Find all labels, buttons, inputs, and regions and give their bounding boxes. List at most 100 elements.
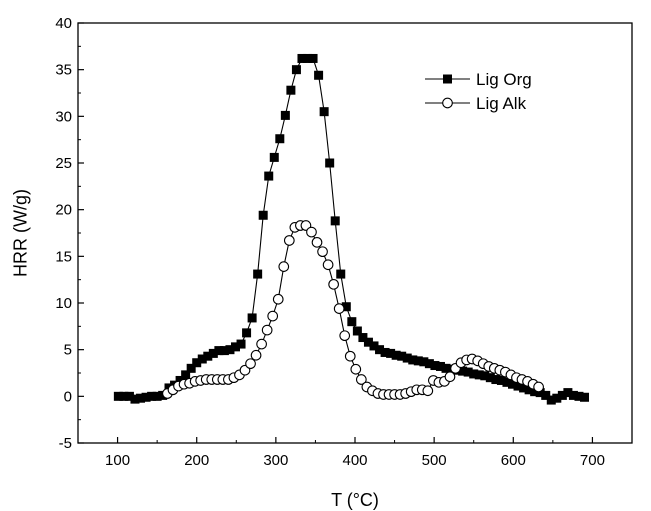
data-point-square (236, 339, 246, 349)
y-tick-label: 30 (55, 108, 72, 125)
data-point-circle (306, 226, 317, 238)
data-point-square (568, 390, 578, 400)
data-point-square (336, 269, 346, 279)
data-point-circle (267, 310, 279, 322)
data-point-square (203, 351, 213, 361)
data-point-square (269, 152, 279, 162)
data-point-square (325, 158, 335, 168)
data-point-square (419, 357, 429, 367)
data-point-square (441, 363, 451, 373)
data-point-square (347, 317, 357, 327)
data-point-square (386, 348, 396, 358)
data-point-square (397, 351, 407, 361)
data-point-square (524, 385, 534, 395)
legend-label: Lig Org (476, 70, 532, 89)
data-point-square (308, 53, 318, 63)
plot-frame (77, 22, 633, 444)
data-point-circle (444, 371, 456, 383)
x-tick-label: 500 (422, 452, 447, 469)
data-point-square (192, 358, 202, 368)
data-point-circle (422, 385, 434, 397)
data-point-square (435, 361, 445, 371)
data-point-square (546, 395, 556, 405)
y-axis-title: HRR (W/g) (10, 189, 30, 277)
data-point-square (124, 391, 134, 401)
data-point-square (574, 391, 584, 401)
data-point-square (230, 342, 240, 352)
data-point-square (208, 348, 218, 358)
data-point-square (541, 390, 551, 400)
data-point-square (147, 391, 157, 401)
plot-area: 100 200 300 400 500 600 700 -5 0 5 10 15 20 25 30 35 40 (55, 15, 633, 469)
data-point-square (507, 379, 517, 389)
data-point-square (197, 354, 207, 364)
y-tick-label: 35 (55, 62, 72, 79)
x-tick-label: 200 (184, 452, 209, 469)
y-tick-label: 5 (64, 342, 72, 359)
data-point-square (253, 269, 263, 279)
data-point-circle (328, 278, 339, 290)
data-point-square (130, 394, 140, 404)
data-point-square (491, 375, 501, 385)
data-point-square (214, 346, 224, 356)
data-point-square (485, 373, 495, 383)
data-point-square (314, 70, 324, 80)
x-tick-label: 600 (501, 452, 526, 469)
data-point-square (530, 387, 540, 397)
data-point-circle (256, 338, 267, 350)
data-point-circle (322, 259, 334, 271)
data-point-square (275, 134, 285, 144)
data-point-square (502, 377, 512, 387)
data-point-square (391, 350, 401, 360)
data-point-square (557, 390, 567, 400)
data-point-square (280, 110, 290, 120)
data-point-square (341, 302, 351, 312)
y-tick-label: 15 (55, 248, 72, 265)
data-point-square (519, 383, 529, 393)
data-point-square (424, 359, 434, 369)
data-point-square (430, 361, 440, 371)
data-point-square (186, 363, 196, 373)
series-lig-alk (162, 220, 544, 400)
data-point-square (496, 375, 506, 385)
data-point-circle (350, 363, 362, 375)
data-point-square (563, 388, 573, 398)
data-point-square (358, 333, 368, 343)
data-point-circle (278, 261, 290, 272)
x-tick-label: 700 (580, 452, 605, 469)
y-tick-label: 40 (55, 15, 72, 32)
data-point-square (363, 337, 373, 347)
data-point-square (413, 356, 423, 366)
data-point-square (136, 393, 146, 403)
data-point-square (580, 392, 590, 402)
y-tick-label: 0 (64, 388, 72, 405)
data-point-square (319, 107, 329, 117)
data-point-square (219, 346, 229, 356)
data-point-square (402, 353, 412, 363)
data-point-circle (272, 293, 284, 305)
data-point-square (480, 371, 490, 381)
data-point-circle (311, 236, 323, 248)
data-point-circle (261, 324, 273, 336)
legend-label: Lig Alk (476, 94, 527, 113)
data-point-square (535, 388, 545, 398)
data-point-square (369, 341, 379, 351)
series-lig-org (113, 53, 590, 405)
x-tick-label: 100 (105, 452, 130, 469)
data-point-square (175, 375, 185, 385)
data-point-circle (355, 374, 367, 385)
data-point-square (352, 326, 362, 336)
legend-marker-square (443, 74, 452, 84)
data-point-square (181, 370, 191, 380)
data-point-circle (344, 350, 356, 362)
y-tick-label: -5 (59, 435, 72, 452)
series-layer (113, 53, 590, 405)
data-point-circle (339, 330, 351, 342)
x-tick-label: 300 (263, 452, 288, 469)
data-point-square (264, 171, 274, 181)
legend: Lig Org Lig Alk (425, 70, 532, 113)
data-point-square (297, 53, 307, 63)
data-point-circle (333, 303, 345, 314)
data-point-square (469, 369, 479, 379)
